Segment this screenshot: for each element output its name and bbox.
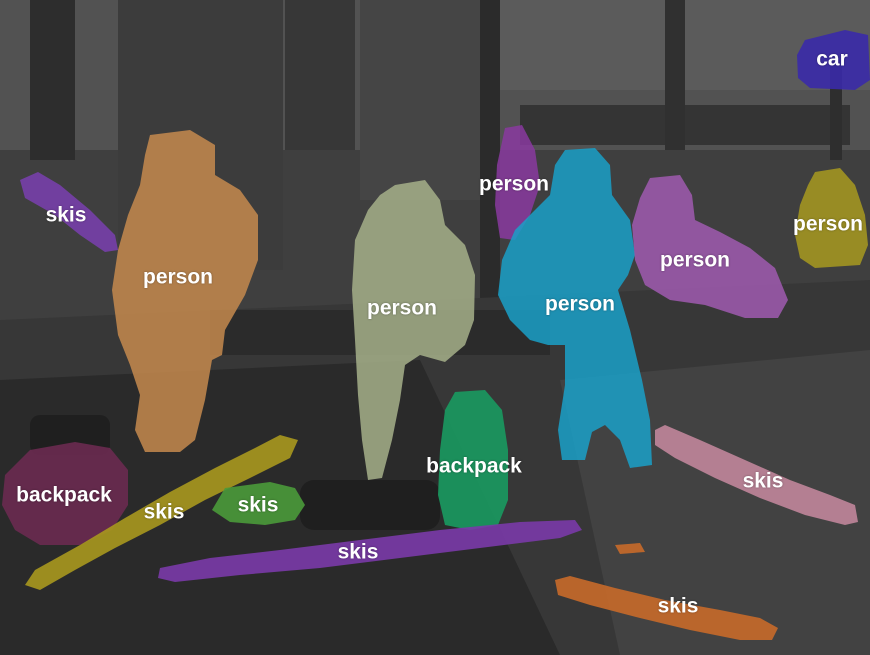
label-person-cyan: person (544, 292, 616, 316)
shelter-pole (480, 0, 500, 300)
shelter-window-left (285, 0, 355, 150)
boots-center (300, 480, 440, 530)
label-person-pink: person (659, 248, 731, 272)
label-car: car (816, 47, 848, 71)
mask-person-pink (632, 175, 788, 318)
light-pole (665, 0, 685, 150)
mask-person-olive (795, 168, 868, 268)
mask-person-cyan (498, 148, 652, 468)
label-person-olive: person (792, 212, 864, 236)
label-skis-yellow: skis (143, 500, 185, 524)
mask-backpack-left (2, 442, 128, 545)
label-skis-orange: skis (657, 594, 699, 618)
mask-skis-orange-fragment (615, 543, 645, 554)
mask-car (797, 30, 870, 90)
mask-skis-yellow (25, 435, 298, 590)
mask-backpack-green (438, 390, 508, 530)
mask-skis-orange (555, 576, 778, 640)
shelter-panel (360, 0, 485, 200)
label-skis-green: skis (237, 493, 279, 517)
label-skis-purple: skis (337, 540, 379, 564)
label-person-sage: person (366, 296, 438, 320)
label-person-orange: person (142, 265, 214, 289)
mask-skis-green (212, 482, 305, 525)
mask-person-sage (352, 180, 475, 480)
label-skis-top-left: skis (45, 203, 87, 227)
tree-trunk (30, 0, 75, 160)
mask-person-orange (112, 130, 258, 452)
mask-skis-purple (158, 520, 582, 582)
label-backpack-left: backpack (16, 483, 112, 507)
mask-person-purple-top (495, 125, 540, 240)
mask-skis-top-left (20, 172, 118, 252)
label-skis-pink: skis (742, 469, 784, 493)
mask-skis-pink (655, 425, 858, 525)
label-person-purple-top: person (478, 172, 550, 196)
label-backpack-green: backpack (426, 454, 522, 478)
